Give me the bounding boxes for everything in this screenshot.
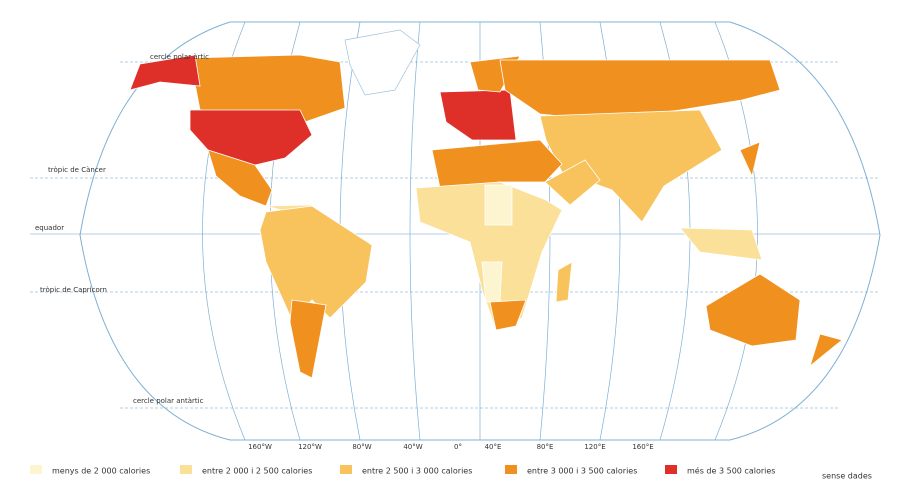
- longitude-label: 40°W: [403, 443, 422, 451]
- longitude-label: 120°E: [584, 443, 605, 451]
- latitude-label: cercle polar antàrtic: [133, 397, 204, 405]
- legend-swatch: [665, 465, 677, 474]
- latitude-label: tròpic de Càncer: [48, 166, 106, 174]
- latitude-label: equador: [35, 224, 64, 232]
- longitude-label: 0°: [454, 443, 462, 451]
- world-map: [30, 21, 881, 441]
- latitude-labels: cercle polar àrtic tròpic de Càncer equado…: [35, 53, 209, 405]
- longitude-label: 120°W: [298, 443, 322, 451]
- countries: [129, 29, 843, 379]
- legend-label: entre 3 000 i 3 500 calories: [527, 467, 637, 476]
- legend-swatch: [340, 465, 352, 474]
- longitude-labels: 160°W 120°W 80°W 40°W 0° 40°E 80°E 120°E 160°E: [248, 443, 654, 451]
- legend-label: menys de 2 000 calories: [52, 467, 150, 476]
- longitude-label: 80°W: [352, 443, 371, 451]
- latitude-label: tròpic de Capricorn: [40, 286, 107, 294]
- longitude-label: 40°E: [485, 443, 502, 451]
- longitude-label: 80°E: [537, 443, 554, 451]
- longitude-label: 160°W: [248, 443, 272, 451]
- legend: menys de 2 000 calories entre 2 000 i 2 5…: [30, 465, 775, 476]
- legend-swatch: [30, 465, 42, 474]
- latitude-label: cercle polar àrtic: [150, 53, 209, 61]
- legend-label: més de 3 500 calories: [687, 466, 775, 476]
- longitude-label: 160°E: [632, 443, 653, 451]
- no-data-label: sense dades: [822, 472, 872, 481]
- legend-label: entre 2 500 i 3 000 calories: [362, 467, 472, 476]
- legend-swatch: [180, 465, 192, 474]
- legend-swatch: [505, 465, 517, 474]
- legend-label: entre 2 000 i 2 500 calories: [202, 467, 312, 476]
